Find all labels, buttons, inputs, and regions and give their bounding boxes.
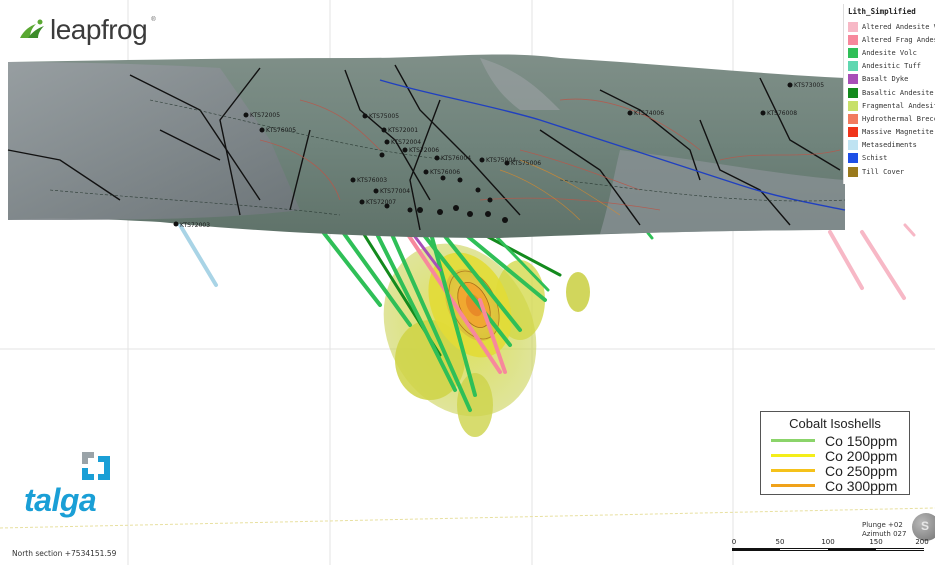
scale-tick: 200 [915,538,929,546]
legend-line [771,469,815,472]
drillhole-label: KTS76005 [266,127,296,134]
legend-swatch [848,113,858,124]
scale-tick: 150 [869,538,883,546]
drillhole-label: KTS72003 [180,222,210,229]
scale-segment [828,548,876,551]
drillhole-label: KTS72001 [388,127,418,134]
legend-label: Co 200ppm [825,447,898,464]
cobalt-legend-item: Co 150ppm [769,433,901,448]
drillhole-labels: KTS72003 KTS72005 KTS76005 KTS75005 KTS7… [180,82,824,229]
scale-bar: 0 50 100 150 200 [732,538,932,562]
legend-swatch [848,140,858,151]
drillhole-label: KTS75005 [369,113,399,120]
cobalt-legend-item: Co 250ppm [769,463,901,478]
legend-title: Lith_Simplified [848,7,916,16]
legend-item-altered-frag-andesite[interactable]: Altered Frag Andesit [848,33,935,46]
section-label: North section +7534151.59 [12,549,117,558]
legend-label: Fragmental Andesite [862,101,935,110]
drillhole-label: KTS75006 [511,160,541,167]
legend-swatch [848,166,858,177]
legend-label: Hydrothermal Brecci [862,114,935,123]
leapfrog-wordmark: leapfrog [50,14,148,45]
drillhole-label: KTS77004 [380,188,410,195]
legend-swatch [848,127,858,138]
legend-item-massive-magnetite[interactable]: Massive Magnetite [848,126,935,139]
cobalt-isoshell-legend: Cobalt Isoshells Co 150ppm Co 200ppm Co … [760,411,910,495]
legend-item-metasediments[interactable]: Metasediments [848,139,935,152]
legend-label: Altered Andesite Volc [862,22,935,31]
compass-widget[interactable]: S [912,513,935,541]
drillhole-label: KTS72004 [391,139,421,146]
legend-label: Altered Frag Andesit [862,35,935,44]
drillhole-label: KTS76006 [430,169,460,176]
lithology-legend[interactable]: Lith_Simplified Altered Andesite Volc Al… [843,4,935,184]
legend-label: Massive Magnetite [862,128,934,137]
plunge-readout: Plunge +02 [862,521,903,529]
legend-item-andesite-volc[interactable]: Andesite Volc [848,46,935,59]
topography-surface [7,54,846,238]
legend-label: Co 250ppm [825,462,898,479]
azimuth-readout: Azimuth 027 [862,530,907,538]
trademark-mark: ® [151,17,156,23]
talga-mark-icon [82,452,110,480]
legend-swatch [848,100,858,111]
scale-segment [732,548,780,551]
legend-swatch [848,74,858,85]
drillhole-label: KTS76003 [357,177,387,184]
drillhole-label: KTS72005 [250,112,280,119]
legend-item-till-cover[interactable]: Till Cover [848,165,935,178]
compass-letter: S [921,519,930,533]
cobalt-legend-item: Co 200ppm [769,448,901,463]
legend-line [771,439,815,442]
talga-wordmark: talga [24,482,97,518]
legend-line [771,484,815,487]
legend-label: Schist [862,154,888,163]
drillhole-label: KTS74006 [634,110,664,117]
legend-swatch [848,47,858,58]
legend-item-altered-andesite-volc[interactable]: Altered Andesite Volc [848,20,935,33]
legend-item-basaltic-andesite[interactable]: Basaltic Andesite [848,86,935,99]
legend-label: Co 300ppm [825,477,898,494]
drillhole-label: KTS72007 [366,199,396,206]
drillhole-collars [173,82,793,227]
legend-swatch [848,153,858,164]
leapfrog-logo: leapfrog ® [18,14,156,46]
frog-icon [20,19,44,38]
scale-segment [780,548,828,551]
drillholes-below-surface [178,223,916,412]
drillhole-label: KTS73005 [794,82,824,89]
scale-tick: 100 [821,538,835,546]
legend-label: Till Cover [862,167,905,176]
scale-tick: 0 [731,538,737,546]
legend-item-schist[interactable]: Schist [848,152,935,165]
legend-swatch [848,87,858,98]
legend-swatch [848,21,858,32]
section-line [0,507,935,529]
legend-swatch [848,61,858,72]
legend-label: Basaltic Andesite [862,88,934,97]
drillhole-label: KTS72006 [409,147,439,154]
scale-tick: 50 [775,538,785,546]
scale-segment [876,548,924,551]
legend-label: Metasediments [862,141,917,150]
cobalt-legend-title: Cobalt Isoshells [789,416,881,431]
legend-item-andesitic-tuff[interactable]: Andesitic Tuff [848,60,935,73]
cobalt-legend-item: Co 300ppm [769,478,901,493]
drillhole-label: KTS76004 [441,155,471,162]
talga-logo: talga [24,448,124,518]
legend-label: Basalt Dyke [862,75,909,84]
legend-item-basalt-dyke[interactable]: Basalt Dyke [848,73,935,86]
view-orientation: Plunge +02 Azimuth 027 [862,521,906,539]
legend-swatch [848,34,858,45]
drillhole-label: KTS75004 [486,157,516,164]
legend-line [771,454,815,457]
drillhole-label: KTS76008 [767,110,797,117]
legend-label: Co 150ppm [825,432,898,449]
legend-item-fragmental-andesite[interactable]: Fragmental Andesite [848,99,935,112]
legend-label: Andesite Volc [862,48,917,57]
legend-label: Andesitic Tuff [862,62,922,71]
legend-item-hydrothermal-breccia[interactable]: Hydrothermal Brecci [848,112,935,125]
